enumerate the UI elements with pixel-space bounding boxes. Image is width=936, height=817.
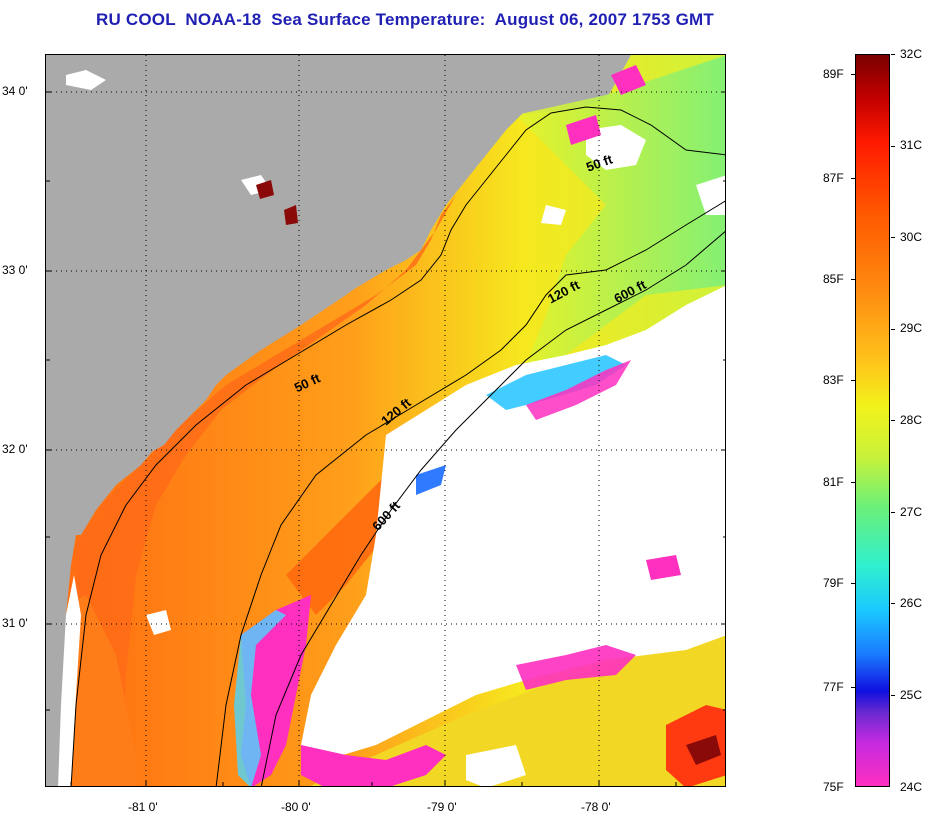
colorbar-tick bbox=[851, 74, 855, 75]
lon-tick-label: -81 0' bbox=[128, 800, 158, 814]
lat-lon-grid bbox=[46, 55, 725, 786]
lat-tick-label: 31 0' bbox=[2, 616, 28, 630]
contour-50ft bbox=[70, 106, 725, 786]
colorbar-c-label: 26C bbox=[900, 596, 923, 610]
colorbar-f-label: 83F bbox=[823, 373, 844, 387]
colorbar-tick bbox=[891, 695, 895, 696]
colorbar-f-label: 81F bbox=[823, 475, 844, 489]
lat-tick-label: 34 0' bbox=[2, 84, 28, 98]
colorbar-tick bbox=[891, 329, 895, 330]
colorbar-c-label: 30C bbox=[900, 230, 923, 244]
colorbar-tick bbox=[851, 482, 855, 483]
sst-map[interactable]: 50 ft 50 ft 120 ft 120 ft 600 ft 600 ft bbox=[45, 54, 726, 787]
colorbar-f-label: 75F bbox=[823, 780, 844, 794]
land-mass bbox=[46, 55, 576, 786]
lat-tick-label: 33 0' bbox=[2, 263, 28, 277]
colorbar-c-label: 24C bbox=[900, 780, 923, 794]
colorbar-tick bbox=[851, 583, 855, 584]
lon-tick-label: -78 0' bbox=[581, 800, 611, 814]
cloud-cover bbox=[58, 70, 725, 786]
chart-title: RU COOL NOAA-18 Sea Surface Temperature:… bbox=[96, 10, 714, 29]
temperature-colorbar bbox=[855, 54, 890, 787]
colorbar-tick bbox=[851, 279, 855, 280]
colorbar-c-label: 32C bbox=[900, 47, 923, 61]
colorbar-f-label: 77F bbox=[823, 680, 844, 694]
lon-tick-label: -79 0' bbox=[427, 800, 457, 814]
colorbar-f-label: 87F bbox=[823, 171, 844, 185]
colorbar-f-label: 79F bbox=[823, 576, 844, 590]
colorbar-c-label: 29C bbox=[900, 321, 923, 335]
colorbar-c-label: 28C bbox=[900, 413, 923, 427]
colorbar-c-label: 25C bbox=[900, 688, 923, 702]
lat-tick-label: 32 0' bbox=[2, 442, 28, 456]
colorbar-tick bbox=[851, 687, 855, 688]
colorbar-tick bbox=[851, 380, 855, 381]
colorbar-tick bbox=[891, 603, 895, 604]
axis-ticks bbox=[46, 91, 725, 786]
colorbar-tick bbox=[891, 512, 895, 513]
colorbar-tick bbox=[851, 178, 855, 179]
lon-tick-label: -80 0' bbox=[281, 800, 311, 814]
cold-water-edges bbox=[234, 65, 725, 786]
colorbar-tick bbox=[891, 237, 895, 238]
colorbar-f-label: 85F bbox=[823, 272, 844, 286]
colorbar-tick bbox=[891, 420, 895, 421]
colorbar-f-label: 89F bbox=[823, 67, 844, 81]
colorbar-tick bbox=[891, 54, 895, 55]
contour-120ft bbox=[215, 200, 725, 786]
contour-600ft bbox=[260, 231, 725, 786]
colorbar-c-label: 31C bbox=[900, 138, 923, 152]
depth-contours bbox=[70, 106, 725, 786]
colorbar-tick bbox=[891, 146, 895, 147]
colorbar-c-label: 27C bbox=[900, 505, 923, 519]
